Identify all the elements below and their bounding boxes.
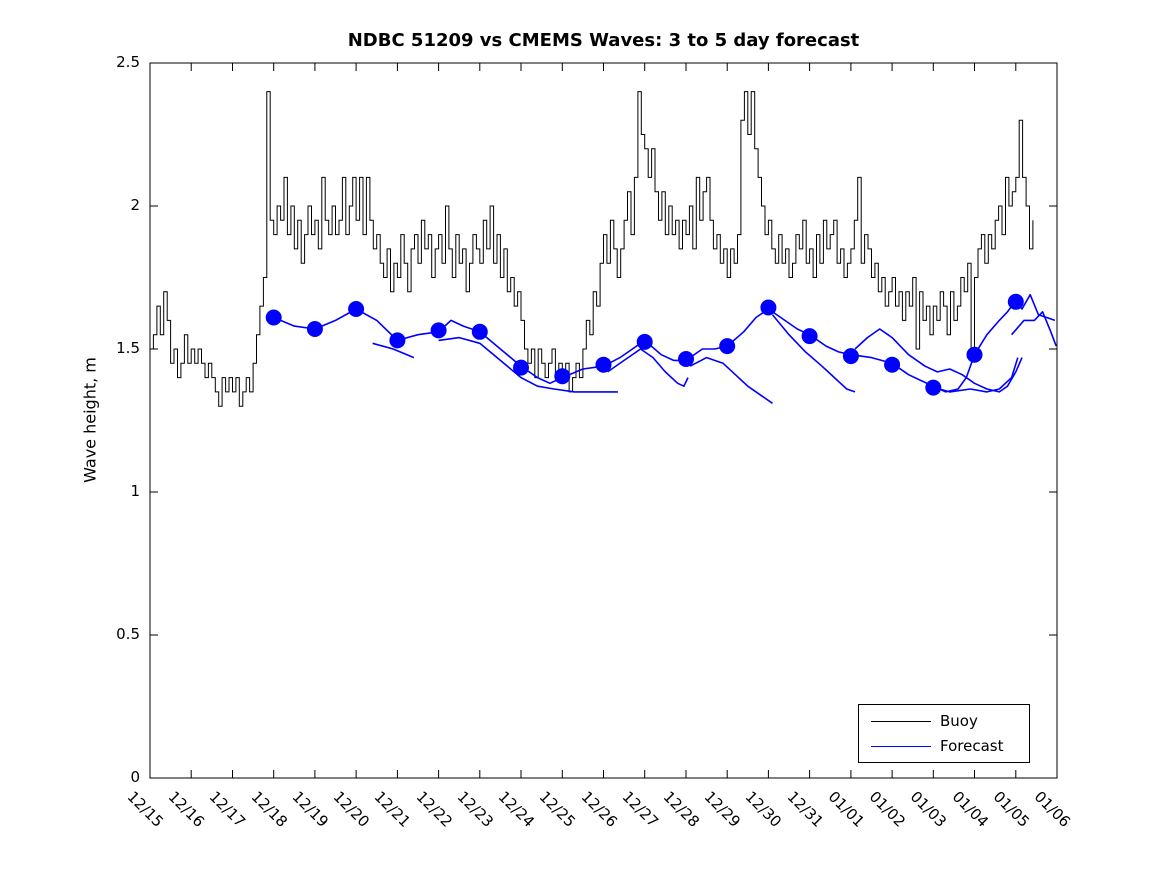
forecast-marker: [306, 321, 323, 337]
forecast-marker: [430, 322, 447, 339]
forecast-marker: [760, 299, 777, 316]
y-tick-label: 1.5: [116, 339, 140, 357]
forecast-marker: [925, 379, 942, 396]
buoy-series-line: [150, 91, 1034, 407]
legend-line-sample-forecast: [871, 745, 931, 747]
forecast-segment-line-4: [771, 314, 856, 393]
forecast-segment-line-7: [1010, 310, 1057, 347]
forecast-segment-line-2: [607, 348, 689, 388]
axis-box: [149, 62, 1058, 779]
forecast-segment-line-1: [438, 336, 618, 393]
forecast-segment-line-5: [854, 328, 1023, 393]
forecast-marker: [513, 359, 529, 376]
y-tick-label: 0.5: [116, 625, 140, 643]
legend-item-forecast: Forecast: [871, 737, 1021, 755]
forecast-segment-line-3: [689, 356, 773, 404]
y-tick-label: 0: [130, 768, 140, 786]
forecast-marker: [636, 333, 653, 350]
forecast-marker: [471, 323, 488, 340]
legend-label-forecast: Forecast: [940, 737, 1004, 755]
forecast-marker: [554, 368, 571, 385]
forecast-marker: [1007, 293, 1024, 310]
forecast-marker: [966, 346, 983, 363]
forecast-segment-line-6: [928, 357, 1019, 393]
forecast-marker: [801, 328, 818, 345]
forecast-marker: [884, 356, 901, 373]
forecast-marker: [595, 356, 612, 373]
y-tick-label: 2.5: [116, 53, 140, 71]
legend-label-buoy: Buoy: [940, 712, 978, 730]
y-tick-label: 1: [130, 482, 140, 500]
plot-title: NDBC 51209 vs CMEMS Waves: 3 to 5 day fo…: [347, 30, 860, 51]
forecast-marker: [348, 301, 365, 317]
legend: Buoy Forecast: [858, 704, 1030, 763]
legend-item-buoy: Buoy: [871, 712, 1021, 730]
forecast-marker: [265, 309, 282, 326]
forecast-segment-line-0: [372, 342, 415, 359]
forecast-marker: [678, 351, 694, 367]
forecast-marker: [389, 332, 406, 349]
forecast-marker: [719, 338, 736, 355]
forecast-marker: [842, 348, 859, 365]
legend-line-sample-buoy: [871, 720, 931, 722]
y-tick-label: 2: [130, 196, 140, 214]
